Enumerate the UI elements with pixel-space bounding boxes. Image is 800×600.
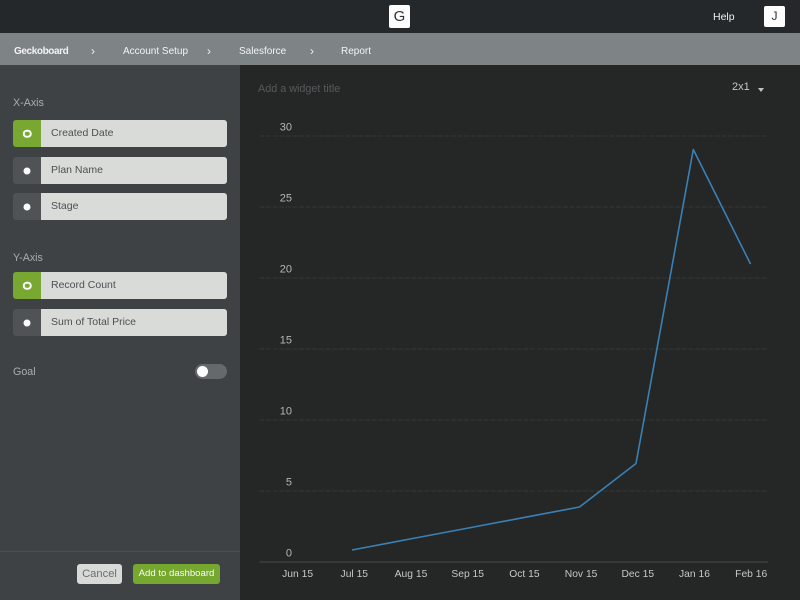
svg-text:0: 0 [286, 548, 292, 560]
svg-text:5: 5 [286, 477, 292, 489]
svg-text:Feb 16: Feb 16 [735, 569, 767, 580]
svg-text:Oct 15: Oct 15 [509, 569, 540, 580]
svg-text:Jul 15: Jul 15 [341, 569, 369, 580]
svg-text:Nov 15: Nov 15 [565, 569, 598, 580]
svg-text:20: 20 [280, 264, 292, 276]
svg-text:Aug 15: Aug 15 [395, 569, 428, 580]
svg-text:25: 25 [280, 193, 292, 205]
svg-text:15: 15 [280, 335, 292, 347]
svg-text:Jun 15: Jun 15 [282, 569, 313, 580]
svg-text:30: 30 [280, 122, 292, 134]
svg-text:Sep 15: Sep 15 [451, 569, 484, 580]
svg-text:Jan 16: Jan 16 [679, 569, 710, 580]
svg-text:Dec 15: Dec 15 [621, 569, 654, 580]
svg-text:10: 10 [280, 406, 292, 418]
